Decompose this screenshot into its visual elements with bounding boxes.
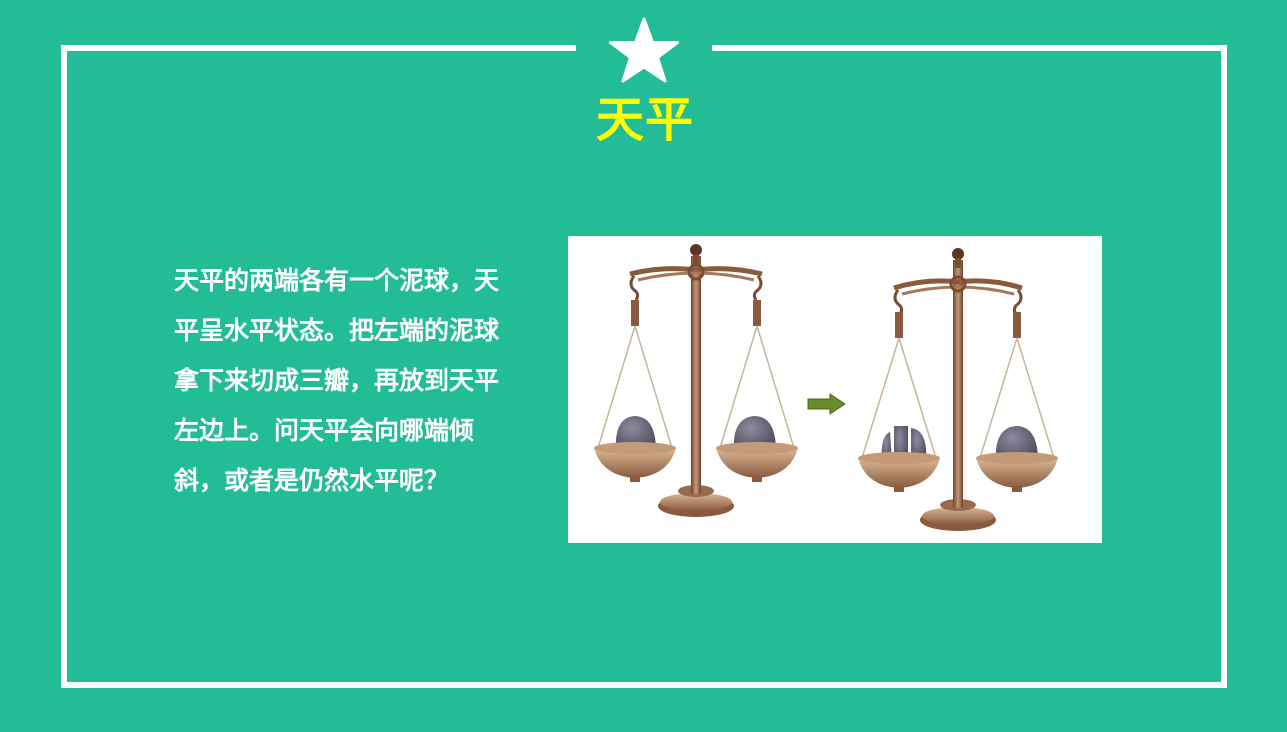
balance-left [594, 244, 798, 517]
frame-top-left [61, 45, 576, 51]
arrow-right-icon [807, 393, 846, 415]
body-text: 天平的两端各有一个泥球，天平呈水平状态。把左端的泥球拿下来切成三瓣，再放到天平左… [174, 266, 500, 495]
frame-right [1221, 45, 1227, 688]
frame-left [61, 45, 67, 688]
frame-top-right [712, 45, 1227, 51]
frame-bottom [61, 682, 1227, 688]
slide-title: 天平 [595, 92, 694, 148]
balance-right [858, 248, 1058, 531]
balance-illustration [568, 236, 1102, 543]
star-icon [609, 17, 679, 83]
